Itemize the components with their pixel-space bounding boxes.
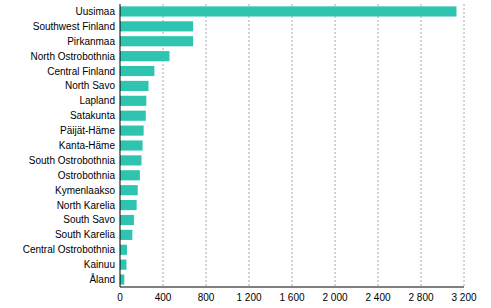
category-label: Satakunta [70,110,115,121]
bar [120,96,146,106]
x-axis-line [120,287,464,288]
category-label: South Ostrobothnia [29,155,116,166]
grid-line [163,4,164,287]
category-label: South Karelia [55,229,115,240]
tick-label: 0 [117,292,123,303]
category-label: Central Ostrobothnia [23,244,116,255]
category-label: South Savo [63,214,115,225]
grid-line [206,4,207,287]
bar [120,274,124,284]
bars [120,6,456,284]
tick-label: 800 [198,292,215,303]
category-label: Pirkanmaa [67,36,115,47]
bar [120,155,142,165]
grid-line [249,4,250,287]
bar [120,140,143,150]
tick-label: 400 [155,292,172,303]
category-label: North Ostrobothnia [31,51,116,62]
tick-label: 3 200 [451,292,476,303]
category-label: Southwest Finland [33,21,115,32]
tick-label: 1 600 [279,292,304,303]
bar [120,230,132,240]
bar [120,260,126,270]
category-label: Lapland [79,95,115,106]
bar [120,185,138,195]
tick-label: 2 400 [365,292,390,303]
bar [120,81,148,91]
y-axis-line [120,4,121,287]
category-label: Central Finland [47,66,115,77]
category-label: North Savo [65,80,115,91]
tick-label: 2 800 [408,292,433,303]
bar [120,245,127,255]
category-label: Åland [89,273,115,285]
grid-line [421,4,422,287]
bar [120,36,193,46]
bar [120,111,146,121]
chart-svg: 0 400 800 1 200 1 600 2 000 2 400 2 800 3 200 Uus… [0,0,491,308]
category-label: Ostrobothnia [58,170,116,181]
bar [120,126,144,136]
bar [120,51,169,61]
bar [120,200,137,210]
category-label: Kanta-Häme [59,140,116,151]
category-label: Uusimaa [76,6,116,17]
category-label: Kainuu [84,259,115,270]
category-label: Kymenlaakso [55,185,115,196]
tick-label: 1 200 [236,292,261,303]
bar [120,170,140,180]
grid-line [292,4,293,287]
category-label: Päijät-Häme [60,125,115,136]
grid-line [464,4,465,287]
grid-line [335,4,336,287]
bar [120,215,134,225]
bar [120,66,154,76]
tick-label: 2 000 [322,292,347,303]
chart-container: 0 400 800 1 200 1 600 2 000 2 400 2 800 3 200 Uus… [0,0,491,308]
category-label: North Karelia [57,200,116,211]
grid-line [378,4,379,287]
bar [120,6,456,16]
bar [120,21,193,31]
